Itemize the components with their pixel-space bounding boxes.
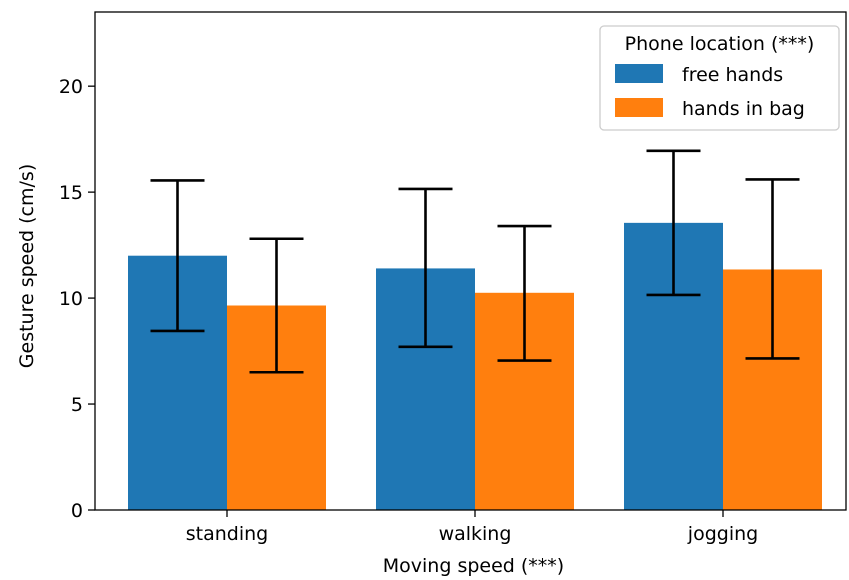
legend: Phone location (***) free hands hands in b… bbox=[599, 25, 840, 131]
legend-swatch bbox=[615, 98, 663, 117]
y-axis-label: Gesture speed (cm/s) bbox=[16, 164, 38, 368]
plot-frame bbox=[94, 11, 847, 511]
error-bar-free-hands-walking bbox=[398, 187, 453, 349]
error-bars-layer bbox=[150, 149, 800, 374]
error-bar-free-hands-jogging bbox=[646, 149, 701, 297]
axes-layer: 0 5 10 15 20 standing walking jogging Moving spe… bbox=[16, 11, 847, 577]
bars-layer bbox=[128, 222, 822, 510]
legend-label: hands in bag bbox=[682, 98, 805, 120]
x-axis-label: Moving speed (***) bbox=[383, 555, 564, 577]
legend-label: free hands bbox=[682, 64, 783, 86]
legend-swatch bbox=[615, 64, 663, 83]
error-bar-hands-in-bag-standing bbox=[249, 237, 304, 374]
legend-title: Phone location (***) bbox=[625, 33, 815, 55]
y-tick-label-0: 0 bbox=[71, 500, 83, 522]
y-tick-label-20: 20 bbox=[59, 76, 83, 98]
error-bar-hands-in-bag-jogging bbox=[745, 178, 800, 360]
x-tick-label-standing: standing bbox=[186, 523, 268, 545]
x-tick-label-walking: walking bbox=[439, 523, 512, 545]
y-tick-label-10: 10 bbox=[59, 288, 83, 310]
error-bar-free-hands-standing bbox=[150, 179, 205, 333]
x-tick-label-jogging: jogging bbox=[687, 523, 758, 545]
legend-item-free-hands: free hands bbox=[615, 64, 783, 86]
y-tick-label-5: 5 bbox=[71, 394, 83, 416]
y-tick-label-15: 15 bbox=[59, 182, 83, 204]
error-bar-hands-in-bag-walking bbox=[497, 224, 552, 362]
legend-item-hands-in-bag: hands in bag bbox=[615, 98, 805, 120]
